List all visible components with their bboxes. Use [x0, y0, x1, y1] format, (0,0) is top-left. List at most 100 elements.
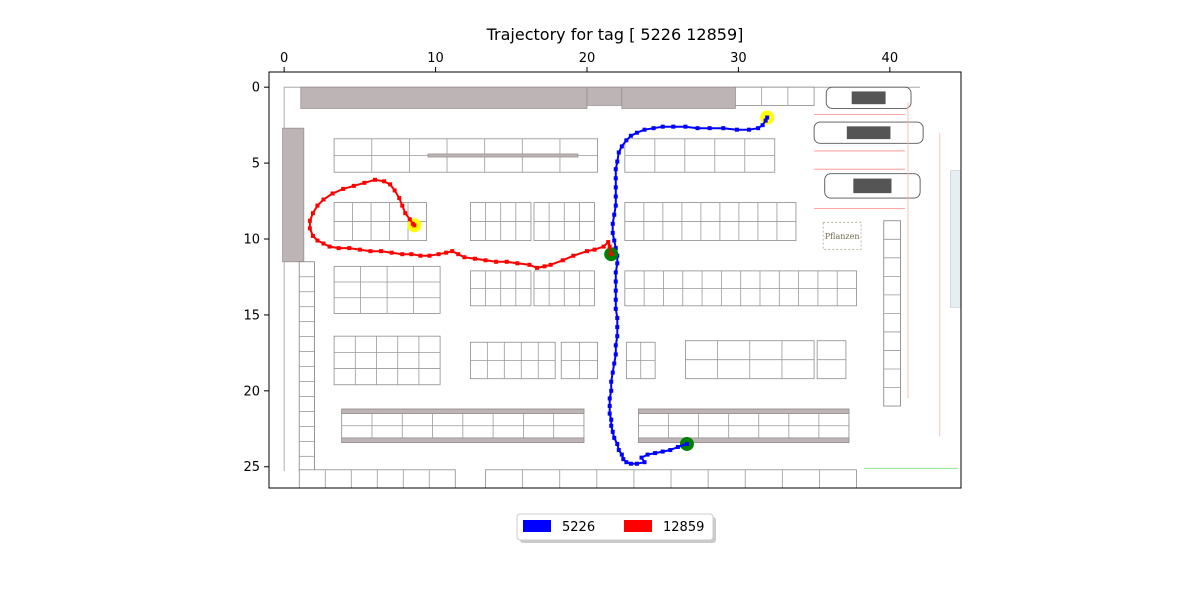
trajectory-point-tag-5226-42 — [612, 212, 617, 217]
trajectory-point-tag-5226-32 — [613, 297, 618, 302]
trajectory-point-tag-5226-44 — [613, 194, 618, 199]
trajectory-point-tag-12859-37 — [307, 218, 312, 223]
trajectory-point-tag-12859-19 — [450, 249, 455, 254]
trajectory-point-tag-5226-43 — [613, 203, 618, 208]
plot-area: Pflanzen — [282, 86, 961, 488]
trajectory-point-tag-5226-35 — [613, 270, 618, 275]
trajectory-point-tag-12859-52 — [407, 217, 412, 222]
trajectory-point-tag-5226-38 — [613, 246, 618, 251]
plan-right-door — [950, 170, 961, 308]
x-tick-label-0: 0 — [280, 51, 288, 66]
trajectory-point-tag-12859-31 — [336, 246, 341, 251]
x-axis: 0 10 20 30 40 — [280, 51, 898, 72]
trajectory-point-tag-12859-20 — [444, 250, 449, 255]
trajectory-point-tag-5226-0 — [684, 441, 689, 446]
trajectory-point-tag-12859-22 — [427, 253, 432, 258]
trajectory-point-tag-12859-12 — [515, 261, 520, 266]
trajectory-point-tag-5226-56 — [660, 124, 665, 129]
plan-shelf-f1-bottom — [341, 437, 585, 443]
trajectory-point-tag-5226-19 — [607, 411, 612, 416]
trajectory-point-tag-5226-5 — [645, 452, 650, 457]
legend-frame — [516, 513, 714, 541]
trajectory-point-tag-5226-1 — [675, 445, 680, 450]
trajectory-point-tag-5226-61 — [721, 126, 726, 131]
trajectory-point-tag-5226-16 — [610, 429, 615, 434]
trajectory-point-tag-5226-8 — [634, 461, 639, 466]
plan-car-1-window — [851, 91, 886, 105]
trajectory-point-tag-5226-26 — [613, 352, 618, 357]
trajectory-point-tag-5226-52 — [628, 133, 633, 138]
trajectory-point-tag-5226-34 — [613, 279, 618, 284]
y-tick-label-10: 10 — [243, 233, 260, 248]
trajectory-point-tag-5226-9 — [628, 461, 633, 466]
trajectory-point-tag-12859-23 — [418, 253, 423, 258]
trajectory-point-tag-5226-29 — [615, 325, 620, 330]
trajectory-point-tag-5226-4 — [653, 451, 658, 456]
trajectory-point-tag-12859-7 — [560, 258, 565, 263]
plan-plant-label: Pflanzen — [825, 232, 860, 241]
chart-title: Trajectory for tag [ 5226 12859] — [486, 25, 744, 44]
trajectory-point-tag-5226-55 — [651, 126, 656, 131]
trajectory-point-tag-5226-2 — [668, 448, 673, 453]
plan-plant-box — [822, 221, 862, 251]
trajectory-point-tag-12859-49 — [397, 196, 402, 201]
trajectory-point-tag-12859-26 — [389, 250, 394, 255]
trajectory-point-tag-5226-13 — [616, 448, 621, 453]
x-tick-label-20: 20 — [579, 51, 596, 66]
x-tick-label-40: 40 — [882, 51, 899, 66]
plan-top-block-right — [621, 86, 736, 109]
trajectory-point-tag-12859-6 — [571, 253, 576, 258]
trajectory-point-tag-12859-50 — [400, 203, 405, 208]
trajectory-point-tag-12859-45 — [372, 177, 377, 182]
trajectory-point-tag-12859-54 — [412, 223, 417, 228]
trajectory-point-tag-12859-39 — [315, 203, 320, 208]
trajectory-point-tag-5226-62 — [734, 127, 739, 132]
trajectory-point-tag-5226-45 — [613, 185, 618, 190]
legend-swatch-5226 — [523, 520, 551, 532]
trajectory-point-tag-5226-22 — [609, 388, 614, 393]
trajectory-point-tag-5226-24 — [610, 370, 615, 375]
plan-shelf-f1-top — [341, 408, 585, 415]
series-layer — [307, 110, 775, 466]
trajectory-point-tag-5226-57 — [671, 124, 676, 129]
trajectory-point-tag-5226-58 — [683, 124, 688, 129]
trajectory-point-tag-12859-30 — [347, 246, 352, 251]
plan-left-wall — [282, 127, 305, 263]
trajectory-point-tag-12859-43 — [351, 183, 356, 188]
trajectory-point-tag-12859-44 — [362, 180, 367, 185]
plan-shelf-f2-top — [638, 408, 850, 415]
trajectory-point-tag-5226-10 — [624, 460, 629, 465]
trajectory-point-tag-12859-27 — [379, 249, 384, 254]
plan-car-2-window — [846, 126, 891, 140]
trajectory-point-tag-12859-25 — [400, 252, 405, 257]
trajectory-point-tag-12859-35 — [310, 233, 315, 238]
trajectory-point-tag-5226-11 — [621, 457, 626, 462]
plan-top-block-mid — [586, 86, 623, 106]
trajectory-point-tag-12859-10 — [535, 265, 540, 270]
trajectory-point-tag-5226-21 — [607, 396, 612, 401]
trajectory-point-tag-5226-12 — [619, 452, 624, 457]
y-tick-label-25: 25 — [243, 460, 260, 475]
legend-label-5226: 5226 — [562, 520, 595, 535]
legend-label-12859: 12859 — [663, 520, 704, 535]
trajectory-point-tag-12859-32 — [327, 244, 332, 249]
trajectory-point-tag-5226-23 — [609, 379, 614, 384]
trajectory-point-tag-12859-15 — [483, 258, 488, 263]
trajectory-point-tag-12859-42 — [341, 186, 346, 191]
trajectory-point-tag-12859-11 — [527, 262, 532, 267]
trajectory-point-tag-5226-15 — [612, 435, 617, 440]
trajectory-point-tag-5226-67 — [765, 115, 770, 120]
trajectory-point-tag-5226-25 — [612, 361, 617, 366]
trajectory-point-tag-5226-60 — [707, 126, 712, 131]
y-axis: 0 5 10 15 20 25 — [243, 81, 269, 475]
trajectory-point-tag-12859-24 — [409, 252, 414, 257]
trajectory-point-tag-12859-2 — [606, 240, 611, 245]
trajectory-point-tag-12859-48 — [392, 188, 397, 193]
trajectory-point-tag-5226-31 — [613, 306, 618, 311]
trajectory-point-tag-5226-47 — [613, 167, 618, 172]
legend-swatch-12859 — [624, 520, 652, 532]
trajectory-point-tag-12859-38 — [310, 211, 315, 216]
trajectory-point-tag-5226-53 — [634, 130, 639, 135]
trajectory-point-tag-12859-3 — [601, 244, 606, 249]
trajectory-point-tag-5226-66 — [763, 118, 768, 123]
